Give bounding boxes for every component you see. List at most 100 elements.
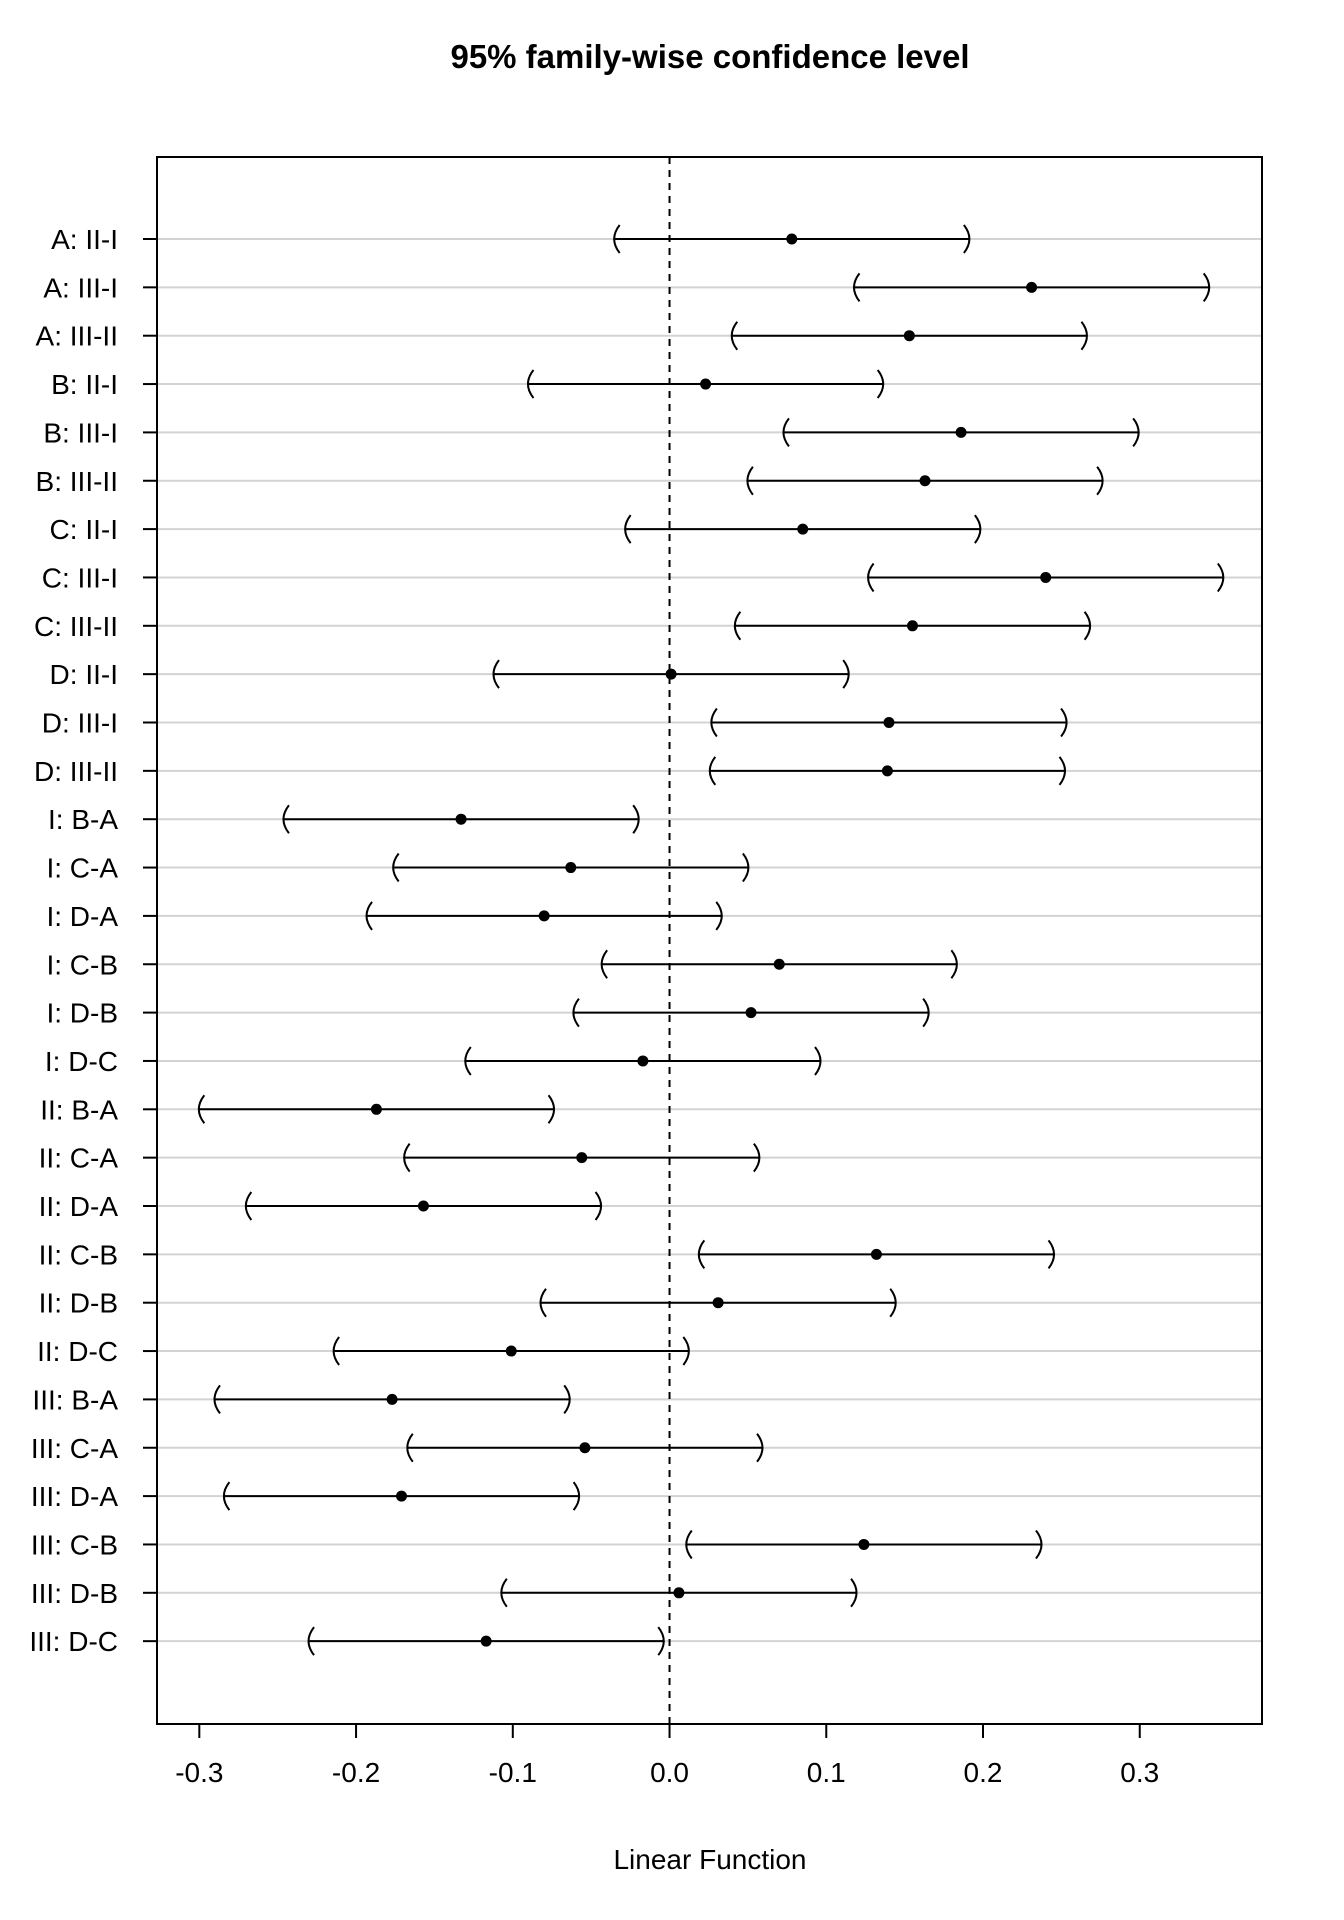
y-tick-label: II: D-C [37,1336,118,1367]
y-tick-label: I: D-B [46,998,118,1029]
interval-lower-bracket [867,562,875,593]
estimate-point [745,1007,757,1019]
interval-upper-bracket [1058,756,1067,786]
x-tick-label: 0.2 [964,1757,1003,1788]
interval-lower-bracket [222,1481,231,1511]
interval-lower-bracket [613,224,621,254]
interval-lower-bracket [500,1578,508,1608]
interval-upper-bracket [594,1191,603,1221]
chart-title: 95% family-wise confidence level [450,38,969,75]
interval-lower-bracket [244,1191,253,1221]
estimate-point [386,1393,398,1405]
interval-upper-bracket [814,1046,822,1076]
interval-iii-b-a [213,1384,571,1415]
estimate-point [370,1103,382,1115]
x-tick-label: 0.3 [1120,1757,1159,1788]
estimate-point [480,1635,492,1647]
interval-lower-bracket [685,1529,693,1560]
interval-d-iii-i [710,707,1068,738]
interval-a-iii-i [852,272,1211,302]
interval-upper-bracket [1132,417,1140,448]
interval-ii-d-a [244,1191,603,1221]
interval-b-iii-i [782,417,1140,448]
interval-iii-d-b [500,1578,858,1608]
y-axis: A: II-I A: III-I A: III-II B: II-I B: III-I B… [29,224,157,1657]
interval-lower-bracket [282,804,290,834]
estimate-point [903,330,915,342]
x-tick-label: 0.0 [650,1757,689,1788]
estimate-point [773,958,785,970]
estimate-point [637,1055,649,1067]
interval-upper-bracket [1096,466,1104,496]
interval-d-ii-i [492,659,850,689]
interval-c-iii-i [867,562,1225,593]
x-tick-label: -0.3 [175,1757,223,1788]
estimate-point [673,1587,685,1599]
estimate-point [700,378,712,390]
interval-upper-bracket [922,997,930,1028]
interval-upper-bracket [547,1094,556,1124]
interval-c-ii-i [624,514,982,544]
estimate-point [906,620,918,632]
y-tick-label: A: II-I [51,224,118,255]
interval-ii-c-b [697,1239,1056,1269]
estimate-point [797,523,809,535]
x-tick-label: -0.2 [332,1757,380,1788]
y-tick-label: II: D-B [39,1288,118,1319]
interval-lower-bracket [332,1336,340,1366]
y-tick-label: C: III-II [34,611,118,642]
intervals [197,224,1225,1656]
interval-lower-bracket [539,1288,547,1318]
interval-lower-bracket [708,756,717,786]
y-tick-label: B: III-II [36,466,118,497]
interval-i-b-a [282,804,640,834]
estimate-point [1040,571,1052,583]
interval-lower-bracket [746,466,754,496]
y-tick-label: I: C-A [46,853,118,884]
interval-i-c-a [392,852,750,883]
interval-lower-bracket [392,852,400,883]
interval-upper-bracket [657,1626,665,1656]
estimate-point [883,717,895,728]
estimate-point [505,1345,517,1357]
y-tick-label: I: D-C [45,1046,118,1077]
interval-upper-bracket [753,1143,761,1173]
interval-lower-bracket [697,1239,706,1269]
interval-i-c-b [600,949,958,979]
interval-b-iii-ii [746,466,1104,496]
interval-upper-bracket [974,514,982,544]
interval-upper-bracket [850,1578,858,1608]
y-tick-label: III: C-A [31,1433,118,1464]
interval-ii-d-c [332,1336,690,1366]
estimate-point [712,1297,724,1309]
interval-upper-bracket [756,1433,764,1463]
estimate-point [579,1442,591,1454]
interval-lower-bracket [600,949,608,979]
estimate-point [858,1538,870,1550]
y-tick-label: II: D-A [39,1191,119,1222]
interval-upper-bracket [682,1336,690,1366]
interval-lower-bracket [403,1143,411,1173]
interval-lower-bracket [365,901,373,931]
y-tick-label: I: D-A [46,901,118,932]
y-tick-label: A: III-II [36,321,118,352]
interval-upper-bracket [876,369,885,399]
interval-i-d-a [365,901,723,931]
estimate-point [417,1200,429,1212]
estimate-point [919,475,931,487]
estimate-point [565,862,577,874]
interval-ii-d-b [539,1288,897,1318]
estimate-point [955,426,967,438]
y-tick-label: C: III-I [42,562,118,593]
x-tick-label: 0.1 [807,1757,846,1788]
interval-upper-bracket [1217,562,1225,593]
interval-lower-bracket [782,417,790,448]
interval-ii-c-a [403,1143,761,1173]
interval-upper-bracket [1035,1529,1043,1560]
interval-upper-bracket [1083,611,1092,641]
y-tick-label: A: III-I [43,272,118,303]
x-axis: -0.3 -0.2 -0.1 0.0 0.1 0.2 0.3 [175,1723,1159,1788]
